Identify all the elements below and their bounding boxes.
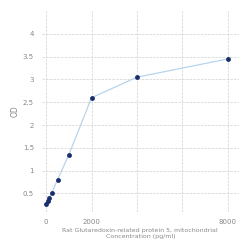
Point	[44, 202, 48, 206]
Point	[67, 153, 71, 157]
X-axis label: Rat Glutaredoxin-related protein 5, mitochondrial
Concentration (pg/ml): Rat Glutaredoxin-related protein 5, mito…	[62, 228, 218, 239]
Y-axis label: OD: OD	[11, 106, 20, 117]
Point	[50, 190, 54, 194]
Point	[56, 178, 60, 182]
Point	[226, 57, 230, 61]
Point	[47, 196, 51, 200]
Point	[90, 96, 94, 100]
Point	[135, 75, 139, 79]
Point	[46, 199, 50, 203]
